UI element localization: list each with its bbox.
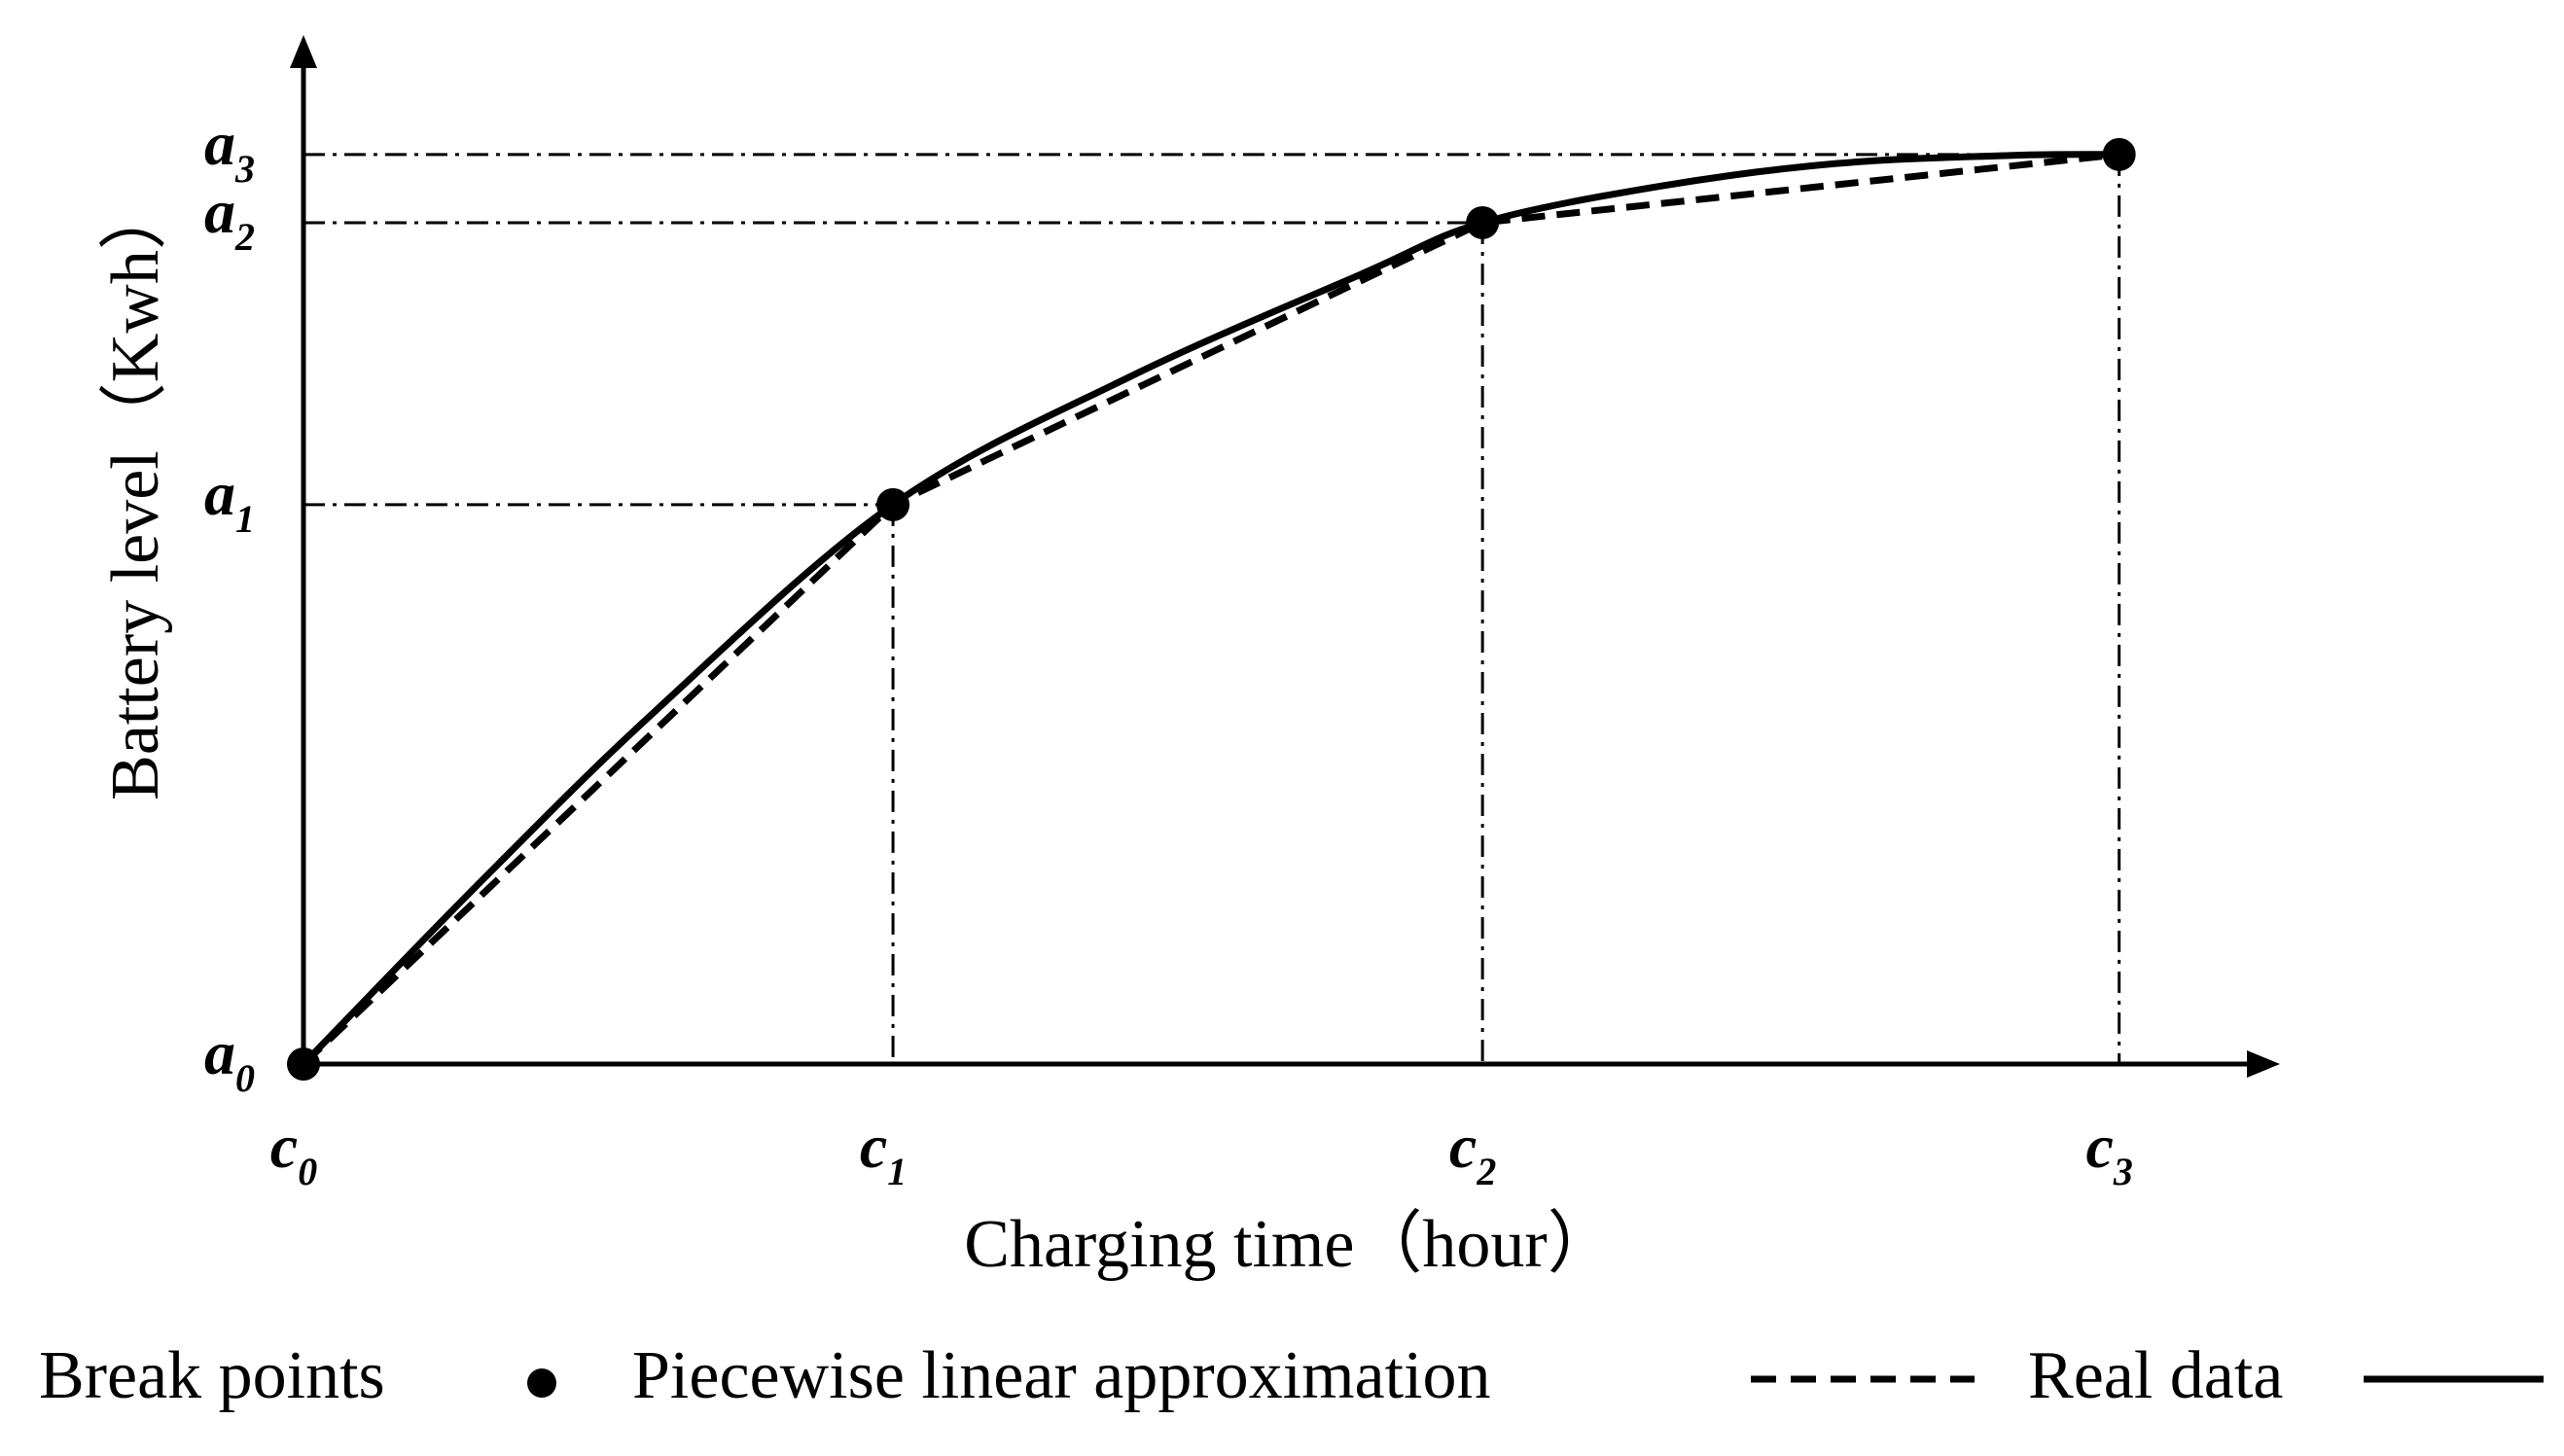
break-point-marker-3 <box>2102 137 2136 171</box>
guide-lines <box>303 153 2121 1064</box>
x-axis-title: Charging time（hour） <box>964 1207 1615 1282</box>
break-point-marker-2 <box>1466 205 1500 239</box>
break-point-marker-1 <box>876 487 910 521</box>
x-tick-label-1: c1 <box>860 1112 907 1193</box>
series-layer <box>301 151 2120 1067</box>
y-tick-label-3: a3 <box>204 109 255 191</box>
x-tick-label-2: c2 <box>1449 1112 1496 1193</box>
series-real-data-line <box>301 151 2119 1067</box>
legend-dot-marker <box>527 1368 556 1398</box>
y-tick-label-2: a2 <box>204 177 255 259</box>
series-piecewise-linear-line <box>301 151 2120 1067</box>
legend-label-break-points: Break points <box>39 1338 385 1413</box>
legend: Break points Piecewise linear approximat… <box>39 1338 2544 1413</box>
x-tick-labels: c0 c1 c2 c3 <box>270 1112 2133 1193</box>
break-point-marker-0 <box>287 1048 320 1081</box>
x-tick-label-3: c3 <box>2085 1112 2132 1193</box>
y-tick-label-0: a0 <box>204 1018 255 1100</box>
x-tick-label-0: c0 <box>270 1112 317 1193</box>
break-point-markers <box>287 137 2136 1081</box>
x-axis-arrow <box>2247 1050 2280 1078</box>
y-axis-title: Battery level（Kwh） <box>98 182 173 800</box>
legend-label-piecewise: Piecewise linear approximation <box>632 1338 1491 1413</box>
y-tick-label-1: a1 <box>204 459 255 541</box>
legend-label-real-data: Real data <box>2028 1338 2283 1413</box>
y-axis-arrow <box>290 35 317 68</box>
